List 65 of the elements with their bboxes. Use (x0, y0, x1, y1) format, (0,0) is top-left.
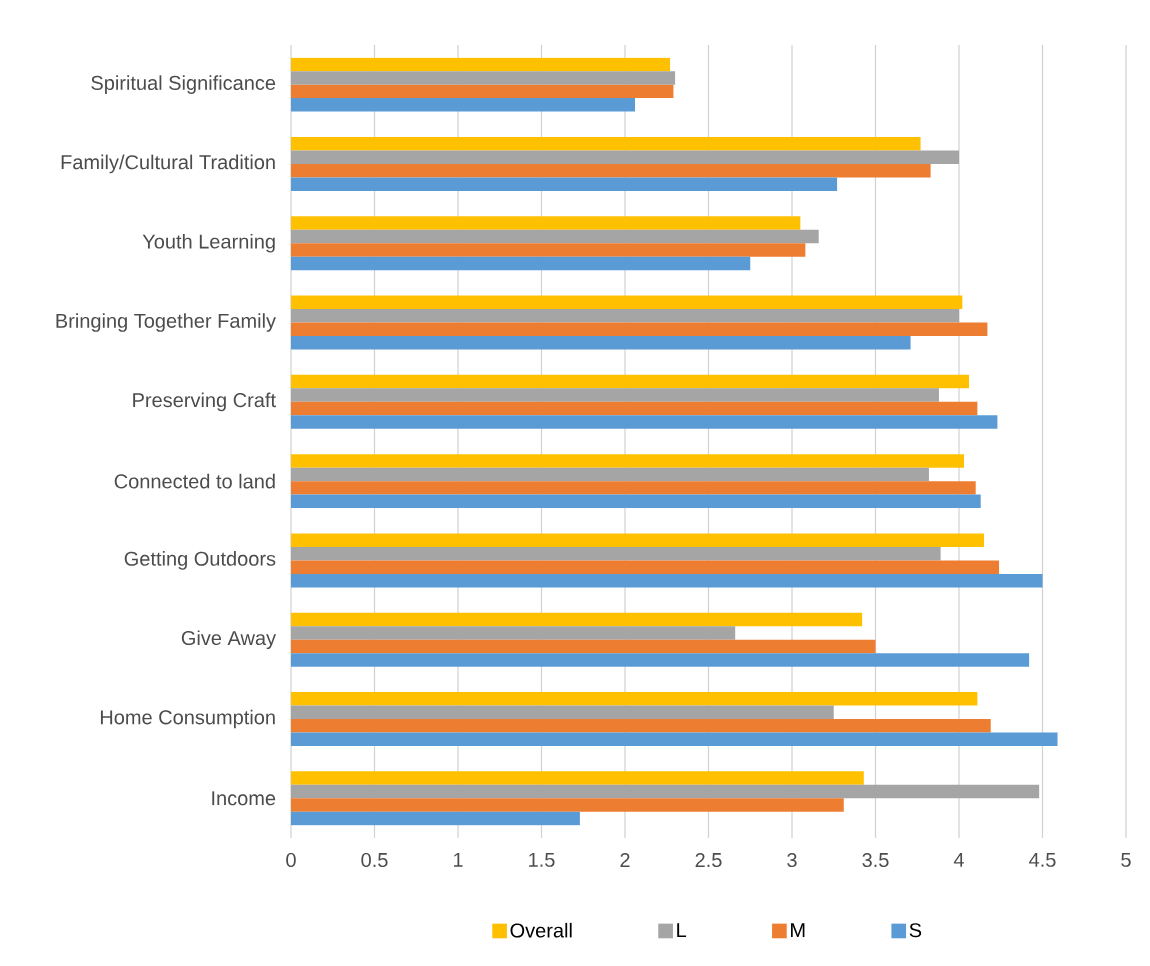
bar (291, 256, 751, 271)
bar (291, 374, 970, 389)
bar (291, 494, 981, 509)
bar (291, 771, 864, 785)
bar (291, 639, 876, 654)
bar (291, 454, 965, 468)
bar (291, 136, 921, 151)
bar (291, 798, 844, 812)
bar (291, 295, 963, 310)
x-tick-label: 0 (286, 852, 296, 868)
y-tick-label: Preserving Craft (133, 392, 276, 412)
bar (291, 415, 998, 429)
bar (291, 612, 863, 627)
y-tick-label: Income (212, 791, 276, 806)
x-tick-label: 4 (953, 852, 964, 867)
bar (291, 705, 834, 720)
legend-label: M (791, 923, 805, 938)
legend-label: L (677, 923, 687, 938)
bar (291, 467, 929, 482)
bar (291, 732, 1058, 746)
bar (291, 71, 676, 85)
y-tick-label: Getting Outdoors (124, 551, 276, 570)
bar (291, 573, 1043, 588)
bar (291, 401, 978, 416)
y-tick-label: Spiritual Significance (91, 75, 276, 94)
bar (291, 533, 985, 547)
x-tick-label: 1 (453, 852, 463, 867)
y-tick-label: Give Away (181, 630, 277, 650)
bar (291, 98, 636, 112)
legend-label: Overall (510, 922, 572, 938)
x-tick-label: 2.5 (695, 852, 722, 868)
bar (291, 229, 819, 244)
x-tick-label: 5 (1121, 852, 1131, 867)
bar (291, 811, 580, 826)
legend-label: S (909, 923, 922, 938)
y-tick-label: Bringing Together Family (56, 313, 276, 332)
y-tick-label: Family/Cultural Tradition (61, 154, 275, 174)
bar (291, 719, 991, 733)
bar (291, 243, 806, 257)
bar (291, 216, 801, 230)
bar (291, 177, 838, 191)
bar (291, 692, 978, 706)
bar (291, 626, 736, 640)
bar (291, 309, 959, 323)
bar (291, 57, 671, 72)
bar (291, 481, 976, 495)
bar (291, 784, 1040, 799)
bar (291, 546, 941, 561)
bar (291, 388, 939, 402)
x-tick-label: 3 (787, 852, 797, 868)
bar (291, 150, 959, 164)
bar (291, 560, 1000, 574)
bar (291, 84, 674, 99)
y-tick-label: Connected to land (114, 473, 275, 489)
x-tick-label: 4.5 (1029, 852, 1056, 867)
x-tick-label: 2 (620, 852, 630, 867)
bar (291, 653, 1030, 667)
x-tick-label: 3.5 (862, 852, 889, 868)
x-tick-label: 1.5 (529, 852, 555, 867)
x-tick-label: 0.5 (361, 852, 388, 868)
y-tick-label: Youth Learning (142, 233, 275, 253)
bar (291, 322, 988, 337)
bar (291, 163, 931, 178)
y-tick-label: Home Consumption (100, 709, 275, 729)
bar (291, 336, 911, 350)
